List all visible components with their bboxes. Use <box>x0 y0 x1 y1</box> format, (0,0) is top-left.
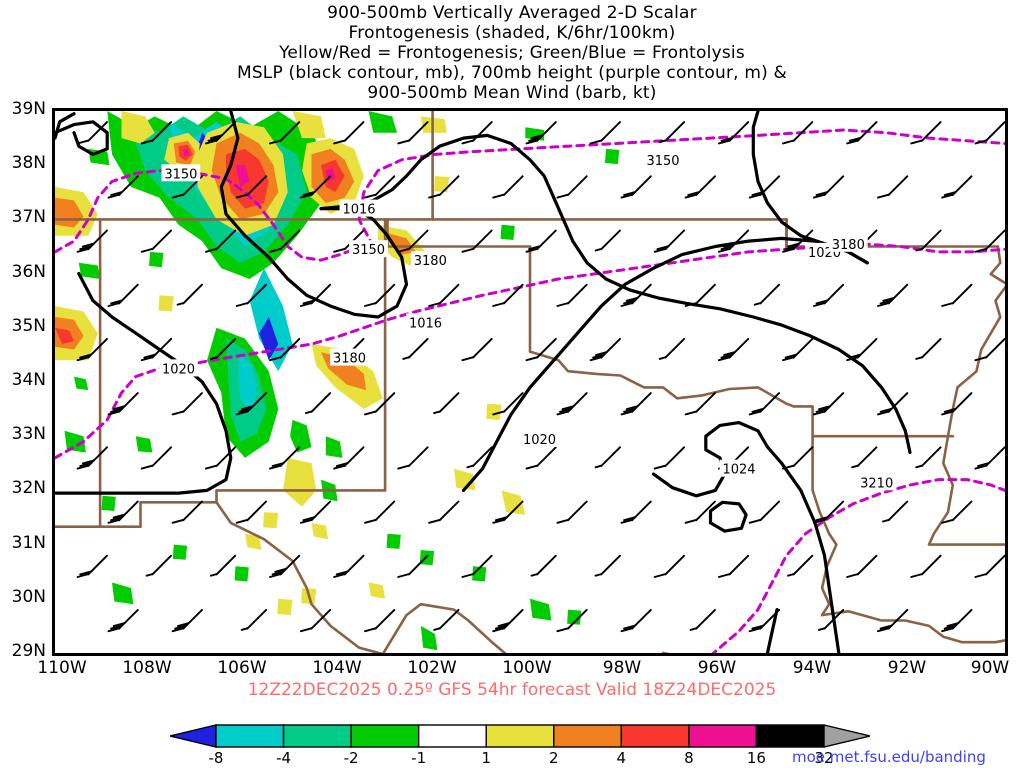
map-plot-area: 1016 1016 1020 1020 1020 1024 3150 3150 3150 3180… <box>52 108 1008 656</box>
lon-tick-102W: 102W <box>407 658 457 678</box>
contour-labels: 1016101610201020102010243150315031503180… <box>159 150 897 491</box>
lat-tick-35N: 35N <box>11 315 46 336</box>
contour-label: 3180 <box>832 238 865 253</box>
colorbar-tick: 16 <box>746 749 766 767</box>
colorbar-tick: 2 <box>548 749 559 767</box>
title-line-4: MSLP (black contour, mb), 700mb height (… <box>236 63 788 83</box>
lat-tick-39N: 39N <box>11 99 46 119</box>
forecast-caption: 12Z22DEC2025 0.25º GFS 54hr forecast Val… <box>247 680 777 700</box>
colorbar-tick: -1 <box>411 749 427 767</box>
contour-label: 3210 <box>860 476 893 491</box>
colorbar-tick: 32 <box>814 749 834 767</box>
colorbar-tick: -4 <box>276 749 292 767</box>
frontogenesis-shading <box>55 111 620 651</box>
state-borders <box>55 111 1005 653</box>
title-line-3: Yellow/Red = Frontogenesis; Green/Blue =… <box>279 43 745 63</box>
colorbar: -8 -4 -2 -1 1 2 4 8 16 32 <box>169 723 871 768</box>
colorbar-tick: 4 <box>616 749 627 767</box>
title-line-2: Frontogenesis (shaded, K/6hr/100km) <box>348 23 676 43</box>
lat-tick-38N: 38N <box>11 153 46 174</box>
colorbar-swatches <box>169 724 871 748</box>
lat-tick-34N: 34N <box>11 370 46 390</box>
latitude-axis-labels: 39N 38N 37N 36N 35N 34N 33N 32N 31N 30N 29N <box>0 0 52 768</box>
colorbar-tick: 8 <box>684 749 694 767</box>
lat-tick-36N: 36N <box>11 261 46 282</box>
lat-tick-33N: 33N <box>11 424 46 445</box>
map-canvas: 1016101610201020102010243150315031503180… <box>55 111 1005 653</box>
colorbar-tick: -2 <box>343 749 359 767</box>
colorbar-tick: 1 <box>481 749 491 767</box>
lon-tick-92W: 92W <box>887 658 927 678</box>
wind-barbs <box>76 121 1005 633</box>
lat-tick-32N: 32N <box>11 478 46 499</box>
lat-tick-31N: 31N <box>11 532 46 553</box>
contour-label: 1016 <box>342 203 375 218</box>
lon-tick-100W: 100W <box>502 658 552 678</box>
contour-label: 3150 <box>646 154 679 169</box>
lon-tick-94W: 94W <box>792 658 832 678</box>
contour-label: 3150 <box>352 243 385 258</box>
lon-tick-96W: 96W <box>697 658 737 678</box>
lon-tick-98W: 98W <box>602 658 642 678</box>
contour-label: 3180 <box>414 254 447 269</box>
lon-tick-104W: 104W <box>312 658 362 678</box>
title-line-5: 900-500mb Mean Wind (barb, kt) <box>367 83 657 103</box>
contour-label: 3150 <box>164 167 197 182</box>
contour-label: 1016 <box>409 316 442 331</box>
longitude-axis-labels: 110W 108W 106W 104W 102W 100W 98W 96W 94W 92W 90W <box>0 658 1024 680</box>
contour-label: 3180 <box>333 352 366 367</box>
map-title-block: 900-500mb Vertically Averaged 2-D Scalar… <box>0 0 1024 103</box>
lat-tick-29N: 29N <box>11 641 46 661</box>
contour-label: 1024 <box>722 463 755 478</box>
lon-tick-106W: 106W <box>217 658 267 678</box>
colorbar-tick: -8 <box>208 749 224 767</box>
title-line-1: 900-500mb Vertically Averaged 2-D Scalar <box>327 3 697 23</box>
map-frame: 1016 1016 1020 1020 1020 1024 3150 3150 3150 3180… <box>52 108 1008 656</box>
contour-label: 1020 <box>162 362 195 377</box>
colorbar-tick-labels: -8 -4 -2 -1 1 2 4 8 16 32 <box>170 749 870 768</box>
lon-tick-108W: 108W <box>122 658 172 678</box>
lat-tick-37N: 37N <box>11 207 46 228</box>
contour-label: 1020 <box>523 433 556 448</box>
source-watermark: moe.met.fsu.edu/banding <box>792 748 986 766</box>
lon-tick-90W: 90W <box>970 658 1010 678</box>
lat-tick-30N: 30N <box>11 586 46 607</box>
lon-tick-110W: 110W <box>37 658 87 678</box>
